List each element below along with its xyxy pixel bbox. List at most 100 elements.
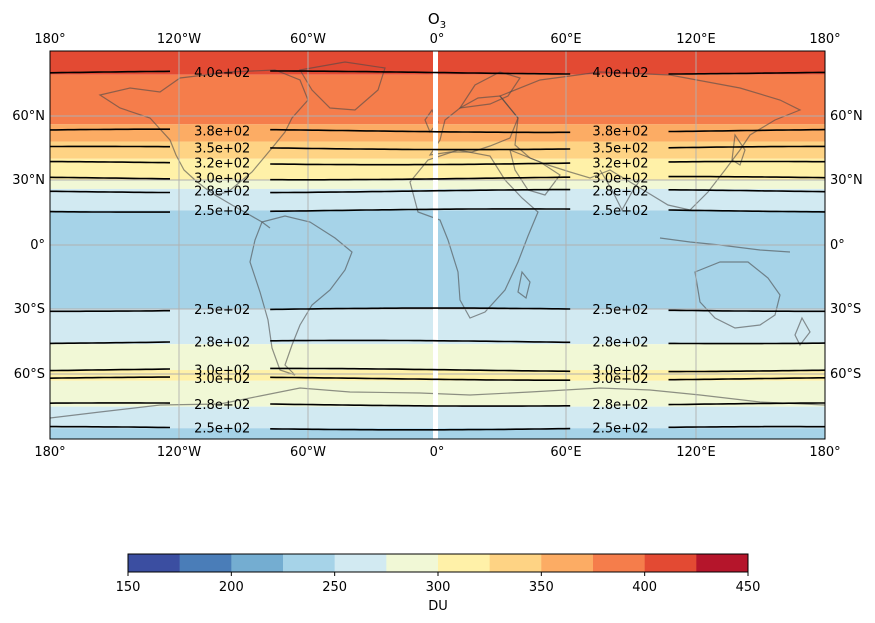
contour-line-375	[50, 128, 825, 134]
contour-line-300	[49, 175, 825, 181]
contour-label: 3.5e+02	[592, 142, 648, 157]
lon-tick-label: 0°	[430, 445, 445, 460]
contour-label: 2.5e+02	[194, 422, 250, 437]
contour-label: 2.8e+02	[194, 398, 250, 413]
lon-tick-label: 120°W	[157, 445, 201, 460]
coast-central-america	[214, 194, 271, 229]
colorbar-tick-label: 250	[322, 580, 347, 595]
contour-line-250	[50, 425, 825, 431]
colorbar-label: DU	[428, 599, 448, 614]
colorbar-cell	[231, 554, 284, 572]
colorbar-cell	[438, 554, 490, 572]
colorbar-tick-label: 200	[219, 580, 244, 595]
coast-greenland	[299, 61, 386, 111]
colorbar-cell	[489, 554, 542, 572]
colorbar-cell	[283, 554, 335, 572]
lon-ticks-bottom: 180° 120°W 60°W 0° 60°E 120°E 180°	[34, 445, 840, 460]
contour-label: 2.5e+02	[592, 303, 648, 318]
colorbar-cell	[334, 554, 387, 572]
colorbar-cell	[644, 554, 697, 572]
lat-tick-label: 30°N	[12, 173, 45, 188]
colorbar-cell	[696, 554, 749, 572]
contour-label: 3.2e+02	[592, 157, 648, 172]
coast-arabia	[509, 149, 561, 196]
contour-line-400	[49, 70, 825, 75]
colorbar-cell	[179, 554, 232, 572]
contour-line-250	[49, 208, 825, 213]
coastlines	[50, 61, 825, 419]
lat-tick-label: 60°S	[14, 367, 45, 382]
contour-label: 2.8e+02	[194, 336, 250, 351]
contour-label: 3.8e+02	[592, 124, 648, 139]
lat-tick-label: 30°N	[830, 173, 863, 188]
contour-label: 3.0e+02	[592, 172, 648, 187]
lon-tick-label: 60°W	[290, 445, 326, 460]
colorbar: 150 200 250 300 350 400 450 DU	[116, 553, 761, 614]
lat-tick-label: 0°	[30, 238, 45, 253]
contour-lines: 4.0e+02 4.0e+02 3.8e+02 3.8e+02 3.5e+02 3.5e+…	[49, 66, 825, 437]
contour-line-300	[49, 367, 825, 373]
colorbar-tick-label: 150	[116, 580, 141, 595]
coast-south-america	[249, 215, 353, 376]
lon-tick-label: 180°	[809, 445, 840, 460]
lon-tick-label: 180°	[34, 32, 65, 47]
contour-label: 3.0e+02	[592, 372, 648, 387]
map-frame	[49, 50, 826, 440]
coast-new-zealand	[794, 316, 811, 347]
contour-line-250	[50, 307, 825, 313]
contour-label: 2.5e+02	[194, 204, 250, 219]
lon-tick-label: 180°	[34, 445, 65, 460]
colorbar-cell	[128, 554, 180, 572]
coast-india	[599, 169, 641, 212]
contour-line-275	[50, 188, 825, 194]
contour-label: 2.5e+02	[592, 422, 648, 437]
lon-tick-label: 180°	[809, 32, 840, 47]
colorbar-tick-label: 350	[529, 580, 554, 595]
contour-label: 3.0e+02	[194, 172, 250, 187]
contour-label: 2.8e+02	[592, 185, 648, 200]
lat-tick-label: 60°S	[830, 367, 861, 382]
lon-tick-label: 60°E	[550, 445, 581, 460]
contour-line-325	[50, 160, 825, 166]
contour-label: 2.5e+02	[194, 303, 250, 318]
lat-tick-label: 0°	[830, 238, 845, 253]
lon-tick-label: 0°	[430, 32, 445, 47]
contour-label: 2.8e+02	[592, 398, 648, 413]
colorbar-cell	[386, 554, 439, 572]
contour-label: 4.0e+02	[194, 66, 250, 81]
contour-line-350	[50, 145, 825, 151]
coast-japan	[731, 133, 746, 166]
lon-tick-label: 120°E	[676, 445, 716, 460]
colorbar-tick-label: 450	[736, 580, 761, 595]
coast-north-america	[98, 69, 309, 196]
lat-tick-label: 60°N	[830, 109, 863, 124]
lat-tick-label: 60°N	[12, 109, 45, 124]
colorbar-cell	[593, 554, 645, 572]
coast-australia	[694, 261, 781, 329]
lon-tick-label: 120°W	[157, 32, 201, 47]
lat-ticks-left: 60°N 30°N 0° 30°S 60°S	[12, 109, 45, 382]
lon-ticks-top: 180° 120°W 60°W 0° 60°E 120°E 180°	[34, 32, 840, 47]
contour-line-275	[49, 402, 825, 407]
map-axes[interactable]: 4.0e+02 4.0e+02 3.8e+02 3.8e+02 3.5e+02 3.5e+…	[49, 50, 826, 440]
lat-tick-label: 30°S	[830, 302, 861, 317]
contour-label: 3.5e+02	[194, 142, 250, 157]
lat-tick-label: 30°S	[14, 302, 45, 317]
map-title: O3	[428, 10, 446, 31]
lon-tick-label: 120°E	[676, 32, 716, 47]
lat-ticks-right: 60°N 30°N 0° 30°S 60°S	[830, 109, 863, 382]
contour-label: 2.8e+02	[592, 336, 648, 351]
contour-line-275	[49, 339, 825, 345]
colorbar-tick-label: 300	[426, 580, 451, 595]
coast-scandinavia	[458, 71, 521, 109]
coast-africa	[409, 149, 539, 319]
coast-antarctica	[50, 387, 825, 419]
cyclic-seam-gap	[433, 51, 438, 439]
contour-label: 3.0e+02	[592, 364, 648, 379]
contour-label: 2.5e+02	[592, 204, 648, 219]
contour-label: 3.8e+02	[194, 124, 250, 139]
lon-tick-label: 60°E	[550, 32, 581, 47]
coast-madagascar	[517, 270, 531, 300]
colorbar-cell	[541, 554, 594, 572]
